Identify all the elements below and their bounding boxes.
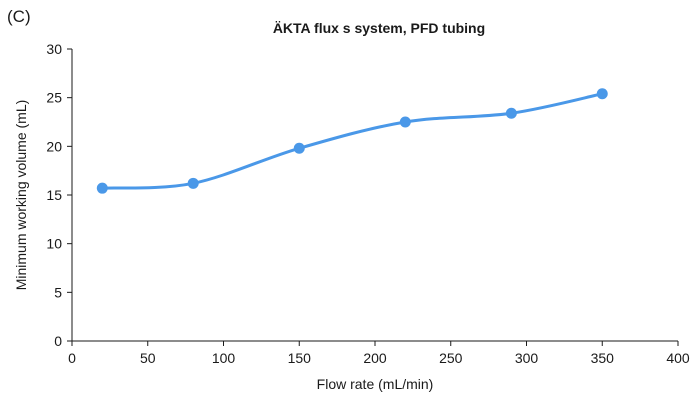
x-tick-label: 250	[439, 350, 463, 366]
panel-label: (C)	[7, 7, 31, 26]
data-point	[399, 116, 411, 128]
data-point	[505, 107, 517, 119]
series-line	[102, 92, 603, 190]
y-tick-label: 5	[54, 284, 62, 300]
y-tick-label: 0	[54, 333, 62, 349]
y-tick-label: 30	[46, 41, 62, 57]
x-axis: 0 50 100 150 200 250 300 350 400	[68, 340, 690, 366]
x-tick-label: 200	[363, 350, 387, 366]
y-tick-label: 25	[46, 90, 62, 106]
y-tick-label: 20	[46, 138, 62, 154]
y-axis-title: Minimum working volume (mL)	[13, 100, 29, 291]
y-axis: 0 5 10 15 20 25 30	[46, 41, 73, 349]
x-tick-label: 0	[68, 350, 76, 366]
x-tick-label: 400	[666, 350, 690, 366]
x-axis-title: Flow rate (mL/min)	[317, 376, 434, 392]
data-point	[596, 88, 608, 100]
x-tick-label: 100	[212, 350, 236, 366]
data-point	[187, 177, 199, 189]
x-tick-label: 50	[140, 350, 156, 366]
x-tick-label: 150	[288, 350, 312, 366]
y-tick-label: 15	[46, 187, 62, 203]
x-tick-label: 350	[591, 350, 615, 366]
plot-area	[96, 88, 608, 194]
data-point	[293, 142, 305, 154]
y-tick-label: 10	[46, 236, 62, 252]
data-point	[96, 182, 108, 194]
x-tick-label: 300	[515, 350, 539, 366]
chart-title: ÄKTA flux s system, PFD tubing	[273, 20, 485, 36]
